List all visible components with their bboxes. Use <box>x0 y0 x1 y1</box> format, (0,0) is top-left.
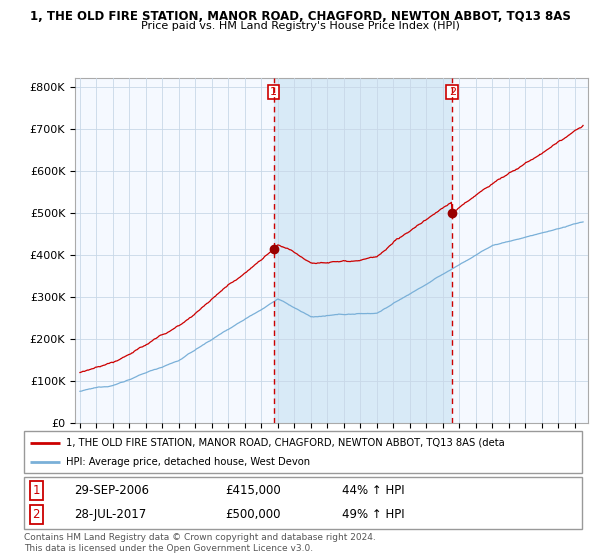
Text: 1, THE OLD FIRE STATION, MANOR ROAD, CHAGFORD, NEWTON ABBOT, TQ13 8AS (deta: 1, THE OLD FIRE STATION, MANOR ROAD, CHA… <box>66 437 505 447</box>
Text: 2: 2 <box>449 87 456 97</box>
Text: £415,000: £415,000 <box>225 484 281 497</box>
Text: 29-SEP-2006: 29-SEP-2006 <box>74 484 149 497</box>
Text: 1: 1 <box>270 87 277 97</box>
Bar <box>274 78 452 423</box>
Text: £500,000: £500,000 <box>225 508 280 521</box>
Text: 28-JUL-2017: 28-JUL-2017 <box>74 508 146 521</box>
Text: 49% ↑ HPI: 49% ↑ HPI <box>342 508 404 521</box>
Text: 1, THE OLD FIRE STATION, MANOR ROAD, CHAGFORD, NEWTON ABBOT, TQ13 8AS: 1, THE OLD FIRE STATION, MANOR ROAD, CHA… <box>29 10 571 22</box>
Text: 44% ↑ HPI: 44% ↑ HPI <box>342 484 404 497</box>
Text: 2: 2 <box>32 508 40 521</box>
Text: HPI: Average price, detached house, West Devon: HPI: Average price, detached house, West… <box>66 457 310 467</box>
Text: Contains HM Land Registry data © Crown copyright and database right 2024.
This d: Contains HM Land Registry data © Crown c… <box>24 533 376 553</box>
Text: 1: 1 <box>32 484 40 497</box>
Text: Price paid vs. HM Land Registry's House Price Index (HPI): Price paid vs. HM Land Registry's House … <box>140 21 460 31</box>
